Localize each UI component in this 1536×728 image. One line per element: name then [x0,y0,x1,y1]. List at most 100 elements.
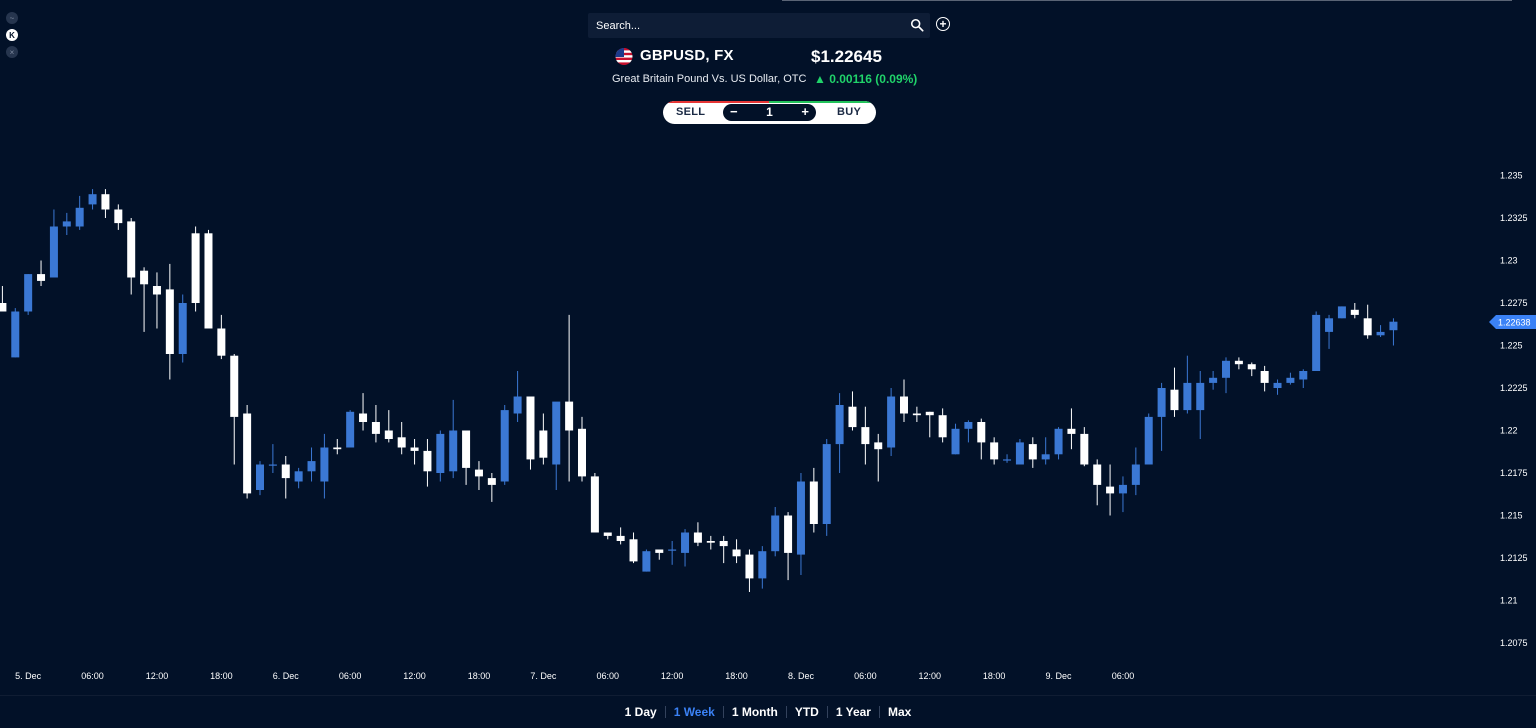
sell-button[interactable]: SELL [676,106,706,118]
candle-body [732,549,741,557]
candle [977,418,986,460]
x-tick-label: 9. Dec [1046,671,1073,681]
candle-body [333,447,342,450]
candle [1299,369,1308,388]
candle [706,535,715,550]
candle [204,229,213,329]
candle [861,406,870,465]
candle-body [152,286,161,295]
candle [1286,372,1295,385]
candle [243,405,252,499]
range-button[interactable]: 1 Month [731,705,778,719]
candle-body [1003,459,1012,461]
last-price-marker: 1.22638 [1489,315,1536,330]
candle-body [1144,416,1153,465]
x-tick-label: 7. Dec [530,671,557,681]
search-icon[interactable] [910,18,924,32]
candle-body [320,447,329,482]
candle-body [835,405,844,445]
candle-body [1247,364,1256,370]
range-separator [664,706,666,718]
candle [114,204,123,230]
candle [88,189,97,210]
candle [217,314,226,360]
range-button[interactable]: 1 Year [835,705,871,719]
candle-body [165,289,174,354]
candle [346,410,355,448]
candle [1093,459,1102,506]
range-button[interactable]: 1 Day [624,705,657,719]
range-button[interactable]: YTD [794,705,819,719]
candle-body [1080,433,1089,465]
search-input[interactable] [588,13,904,38]
candle-body [230,355,239,417]
candle [384,410,393,443]
candle-body [1273,382,1282,388]
candle-body [706,541,715,543]
candle-body [938,415,947,438]
candle [938,408,947,443]
decrease-quantity-button[interactable]: − [730,104,738,119]
candle [178,294,187,363]
buy-button[interactable]: BUY [837,106,862,118]
x-tick-label: 18:00 [983,671,1006,681]
candle [668,541,677,565]
candle [719,535,728,564]
candle [681,529,690,567]
candle [449,399,458,479]
candle [1247,362,1256,377]
sell-accent-line [663,101,769,103]
candle-body [449,430,458,472]
candle [1157,382,1166,451]
candle-body [655,549,664,553]
candle [1170,367,1179,417]
candle-body [1389,321,1398,331]
range-button[interactable]: 1 Week [673,705,715,719]
candle-body [371,422,380,434]
candle-body [1196,382,1205,411]
quantity-value[interactable]: 1 [766,105,773,119]
chart-tool-icon[interactable]: ~ [6,12,18,24]
candle [423,439,432,487]
y-tick-label: 1.2225 [1500,383,1528,393]
candles-layer [0,189,1398,592]
candle [629,532,638,564]
candle [693,522,702,547]
history-tool-icon[interactable]: K [6,29,18,41]
candle [539,413,548,465]
top-divider [782,0,1512,1]
left-toolbar: ~ K × [6,12,20,63]
candle [835,393,844,473]
candle [152,272,161,329]
candle-body [745,554,754,579]
candle-body [861,427,870,445]
candle-body [127,221,136,278]
candle [1350,303,1359,319]
candle [809,467,818,533]
candle-body [822,444,831,524]
candle-body [964,422,973,429]
price-change: ▲ 0.00116 (0.09%) [814,72,917,86]
candle-body [603,532,612,536]
gb-us-flag-icon [615,48,633,65]
candle [307,447,316,482]
settings-tool-icon[interactable]: × [6,46,18,58]
candle-body [616,535,625,541]
candle [1041,437,1050,465]
candle [771,507,780,557]
increase-quantity-button[interactable]: + [801,104,809,119]
x-tick-label: 12:00 [918,671,941,681]
instrument-price: $1.22645 [811,47,882,66]
range-button[interactable]: Max [887,705,912,719]
candle [1325,314,1334,349]
candle-body [1286,377,1295,383]
candle [1028,437,1037,468]
plus-circle-icon[interactable]: + [936,17,950,31]
x-tick-label: 18:00 [210,671,233,681]
candle [1003,454,1012,463]
candle [1106,464,1115,516]
candle [462,430,471,485]
candle-body [1209,377,1218,383]
candle-body [75,207,84,227]
candle [1196,371,1205,439]
